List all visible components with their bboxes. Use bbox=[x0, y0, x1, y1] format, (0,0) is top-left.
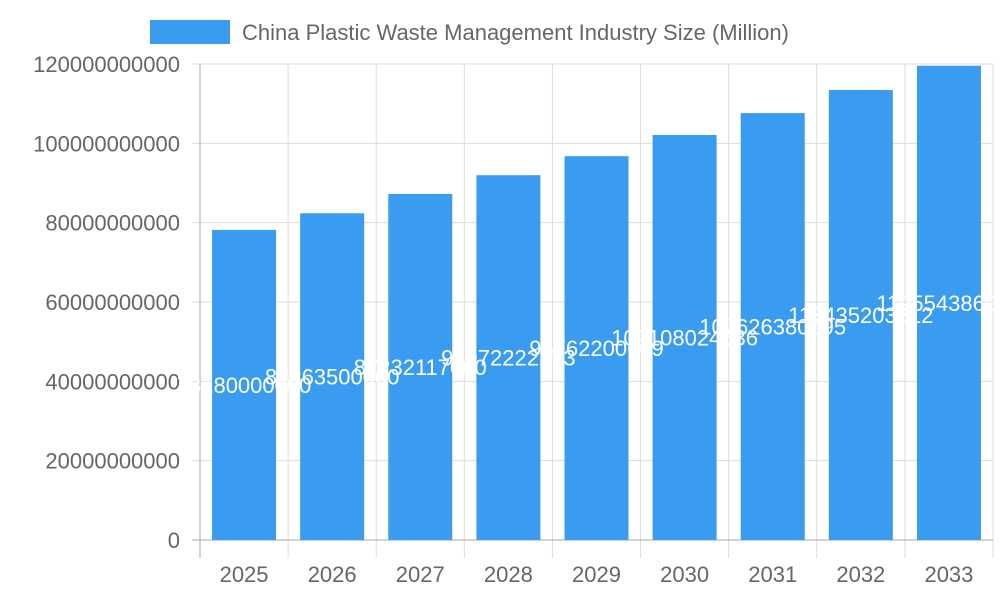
bar bbox=[564, 156, 629, 540]
y-tick-label: 100000000000 bbox=[33, 131, 180, 156]
y-tick-label: 120000000000 bbox=[33, 52, 180, 77]
legend-swatch[interactable] bbox=[150, 20, 230, 44]
x-tick-label: 2027 bbox=[396, 562, 445, 587]
y-tick-label: 40000000000 bbox=[45, 369, 180, 394]
bar bbox=[212, 229, 277, 541]
data-label: 91972222253 bbox=[441, 346, 576, 371]
x-tick-label: 2028 bbox=[484, 562, 533, 587]
data-label: 119554386000 bbox=[876, 291, 1000, 316]
x-tick-label: 2026 bbox=[308, 562, 357, 587]
y-tick-label: 60000000000 bbox=[45, 290, 180, 315]
x-tick-label: 2029 bbox=[572, 562, 621, 587]
data-label: 78180000000 bbox=[177, 373, 312, 398]
data-label: 96762200609 bbox=[529, 336, 664, 361]
y-tick-label: 80000000000 bbox=[45, 211, 180, 236]
y-tick-label: 20000000000 bbox=[45, 449, 180, 474]
x-tick-label: 2030 bbox=[660, 562, 709, 587]
data-label: 107626380695 bbox=[699, 315, 846, 340]
x-tick-label: 2032 bbox=[836, 562, 885, 587]
bar bbox=[476, 175, 541, 540]
x-tick-label: 2033 bbox=[924, 562, 973, 587]
bar bbox=[828, 90, 893, 541]
bar bbox=[740, 113, 805, 540]
data-label: 113435203812 bbox=[788, 303, 933, 328]
bar bbox=[300, 213, 365, 540]
data-label: 82363500000 bbox=[265, 365, 400, 390]
legend-label[interactable]: China Plastic Waste Management Industry … bbox=[242, 20, 789, 45]
x-tick-label: 2025 bbox=[220, 562, 269, 587]
data-label: 102108024636 bbox=[611, 325, 758, 350]
data-label: 87232117000 bbox=[354, 355, 487, 380]
bar bbox=[652, 134, 717, 540]
bar bbox=[388, 193, 453, 541]
bar bbox=[916, 65, 981, 540]
x-tick-label: 2031 bbox=[748, 562, 797, 587]
y-tick-label: 0 bbox=[168, 528, 180, 553]
